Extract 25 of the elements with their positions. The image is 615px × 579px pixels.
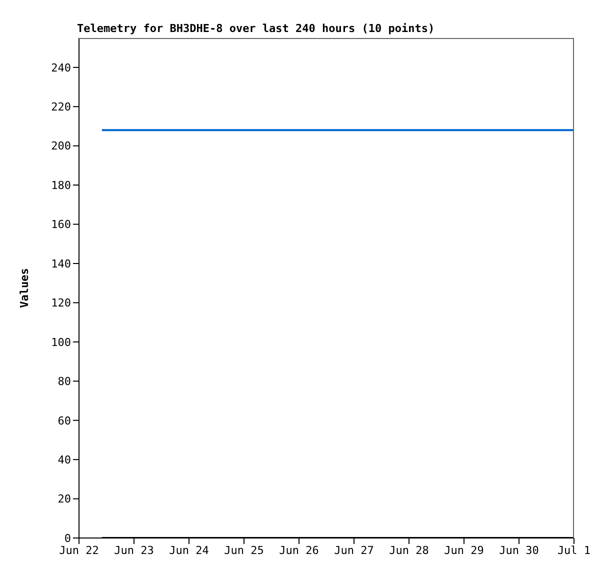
y-tick-label: 120 bbox=[51, 296, 71, 310]
x-tick-label: Jun 23 bbox=[114, 544, 154, 557]
x-tick-label: Jun 27 bbox=[334, 544, 374, 557]
y-tick-label: 60 bbox=[58, 414, 71, 428]
y-tick-label: 220 bbox=[51, 100, 71, 114]
y-tick-label: 100 bbox=[51, 336, 71, 349]
x-tick-label: Jun 29 bbox=[444, 544, 484, 557]
y-tick-label: 140 bbox=[51, 257, 71, 270]
y-tick-label: 40 bbox=[58, 453, 71, 466]
x-tick-label: Jul 1 bbox=[557, 544, 591, 557]
x-tick-label: Jun 22 bbox=[59, 544, 99, 557]
y-tick-label: 180 bbox=[51, 178, 71, 192]
chart-title: Telemetry for BH3DHE-8 over last 240 hours (10 points) bbox=[77, 22, 435, 35]
y-tick-label: 240 bbox=[51, 61, 71, 74]
y-tick-label: 20 bbox=[58, 492, 71, 506]
x-tick-label: Jun 25 bbox=[224, 544, 264, 557]
x-tick-label: Jun 28 bbox=[389, 544, 429, 557]
x-tick-label: Jun 24 bbox=[169, 544, 210, 557]
y-axis-title: Values bbox=[18, 268, 31, 308]
x-tick-label: Jun 30 bbox=[499, 544, 539, 557]
y-tick-label: 200 bbox=[51, 140, 71, 153]
y-tick-label: 160 bbox=[51, 218, 71, 232]
y-tick-label: 0 bbox=[64, 532, 71, 545]
y-tick-label: 80 bbox=[58, 375, 71, 388]
x-tick-label: Jun 26 bbox=[279, 544, 319, 557]
